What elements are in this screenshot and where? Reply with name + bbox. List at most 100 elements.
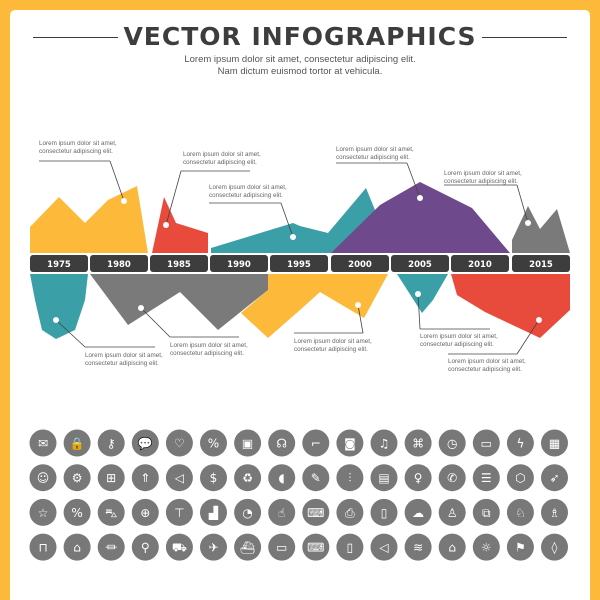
callout-text-line-2: consectetur adipiscing elit. [209, 192, 283, 199]
printer-icon: ⎙ [336, 498, 364, 526]
area-2005-bottom [397, 274, 448, 313]
area-1975-bottom [30, 274, 88, 339]
sliders-icon: ⫶ [336, 464, 364, 492]
cart-icon: ⛍ [97, 498, 125, 526]
lightning-icon: ϟ [506, 429, 534, 457]
callout-text-line-2: consectetur adipiscing elit. [39, 148, 113, 155]
svg-text:⚙: ⚙ [72, 471, 83, 485]
ship-icon: ⛴ [234, 533, 262, 561]
callout-leader [357, 304, 364, 334]
svg-text:⚑: ⚑ [515, 541, 526, 555]
battery-icon: ▭ [472, 429, 500, 457]
svg-text:◖: ◖ [279, 471, 285, 485]
globe-icon: ⊕ [131, 498, 159, 526]
svg-text:◙: ◙ [344, 437, 356, 451]
callout-text-line-1: Lorem ipsum dolor sit amet, [420, 333, 498, 340]
svg-text:☺: ☺ [37, 471, 50, 485]
timeline-segment: 2010 [451, 255, 509, 272]
bar-chart-icon: ▟ [200, 498, 227, 526]
svg-text:☝: ☝ [278, 506, 285, 520]
svg-text:⫶: ⫶ [348, 471, 351, 485]
lightbulb-icon: ♀ [404, 464, 432, 492]
year-box [391, 255, 449, 272]
user-portrait-icon: ☺ [29, 464, 57, 492]
svg-text:⇑: ⇑ [140, 471, 150, 485]
area-2000-2010-top [331, 182, 510, 253]
callout-dot [417, 195, 423, 201]
svg-text:◊: ◊ [552, 541, 558, 555]
chip-icon: ▦ [541, 429, 568, 457]
year-label: 1985 [167, 260, 191, 270]
timeline-segment: 1985 [150, 255, 208, 272]
year-label: 2000 [348, 260, 372, 270]
callout: Lorem ipsum dolor sit amet,consectetur a… [138, 305, 248, 357]
callout-leader [406, 162, 421, 199]
svg-text:◷: ◷ [447, 437, 458, 451]
svg-text:✉: ✉ [38, 437, 48, 451]
callout-dot [525, 220, 531, 226]
svg-text:⌘: ⌘ [412, 437, 424, 451]
keyboard-icon: ⌨ [302, 498, 330, 526]
callout-dot [415, 291, 421, 297]
svg-text:♘: ♘ [515, 506, 526, 520]
flag-icon: ⚑ [506, 533, 534, 561]
year-box [150, 255, 208, 272]
callout-dot [53, 317, 59, 323]
callout-text-line-1: Lorem ipsum dolor sit amet, [209, 184, 287, 191]
camera-icon: ◙ [336, 429, 364, 457]
callout: Lorem ipsum dolor sit amet,consectetur a… [209, 184, 296, 240]
truck-icon: ⛟ [165, 533, 193, 561]
callout-dot [138, 305, 144, 311]
svg-text:⎙: ⎙ [345, 506, 355, 520]
svg-text:ϟ: ϟ [516, 437, 524, 451]
svg-text:▦: ▦ [549, 437, 560, 451]
heart-icon: ♡ [165, 429, 193, 457]
tshirt-icon: ⊤ [165, 498, 193, 526]
svg-text:♙: ♙ [447, 506, 458, 520]
callout-text-line-2: consectetur adipiscing elit. [85, 360, 159, 367]
callout-text-line-2: consectetur adipiscing elit. [448, 366, 522, 373]
shoe-icon: ⌐ [302, 429, 330, 457]
callout-text-line-2: consectetur adipiscing elit. [170, 350, 244, 357]
callout: Lorem ipsum dolor sit amet,consectetur a… [448, 317, 542, 373]
svg-text:💬: 💬 [138, 437, 153, 451]
cloud-icon: ☁ [404, 498, 432, 526]
callout-leader [165, 170, 182, 226]
year-label: 1995 [287, 260, 311, 270]
chat-icon: 💬 [131, 429, 159, 457]
svg-text:✈: ✈ [208, 541, 218, 555]
year-label: 2015 [529, 260, 553, 270]
callout-dot [163, 222, 169, 228]
title-rule-right [482, 37, 567, 38]
svg-text:⏛: ⏛ [105, 541, 117, 555]
svg-text:⌂: ⌂ [448, 541, 456, 555]
callout-text-line-1: Lorem ipsum dolor sit amet, [444, 170, 522, 177]
callout: Lorem ipsum dolor sit amet,consectetur a… [39, 140, 127, 204]
timeline-segment: 2000 [331, 255, 389, 272]
mail-icon: ✉ [29, 429, 57, 457]
callout-text-line-1: Lorem ipsum dolor sit amet, [183, 151, 261, 158]
svg-text:▟: ▟ [208, 505, 219, 520]
bank-icon: ⏛ [97, 533, 125, 561]
timeline-segment: 2015 [512, 255, 570, 272]
svg-text:⬡: ⬡ [515, 471, 525, 485]
year-label: 1990 [227, 260, 251, 270]
callout: Lorem ipsum dolor sit amet,consectetur a… [444, 170, 531, 226]
svg-text:▯: ▯ [381, 506, 388, 520]
year-label: 2005 [408, 260, 432, 270]
callout: Lorem ipsum dolor sit amet,consectetur a… [53, 317, 163, 367]
callout-dot [536, 317, 542, 323]
callout-leader [140, 307, 171, 338]
svg-text:⌨: ⌨ [307, 506, 324, 520]
svg-text:%: % [71, 506, 82, 520]
sun-icon: ☼ [472, 533, 500, 561]
callout-text-line-2: consectetur adipiscing elit. [444, 178, 518, 185]
monitor-icon: ▭ [268, 533, 296, 561]
document-icon: ▤ [370, 464, 398, 492]
svg-text:☆: ☆ [38, 506, 49, 520]
year-box [512, 255, 570, 272]
year-box [331, 255, 389, 272]
callout-dot [355, 302, 361, 308]
gamepad-icon: ⌘ [404, 429, 432, 457]
svg-text:▭: ▭ [276, 541, 287, 555]
